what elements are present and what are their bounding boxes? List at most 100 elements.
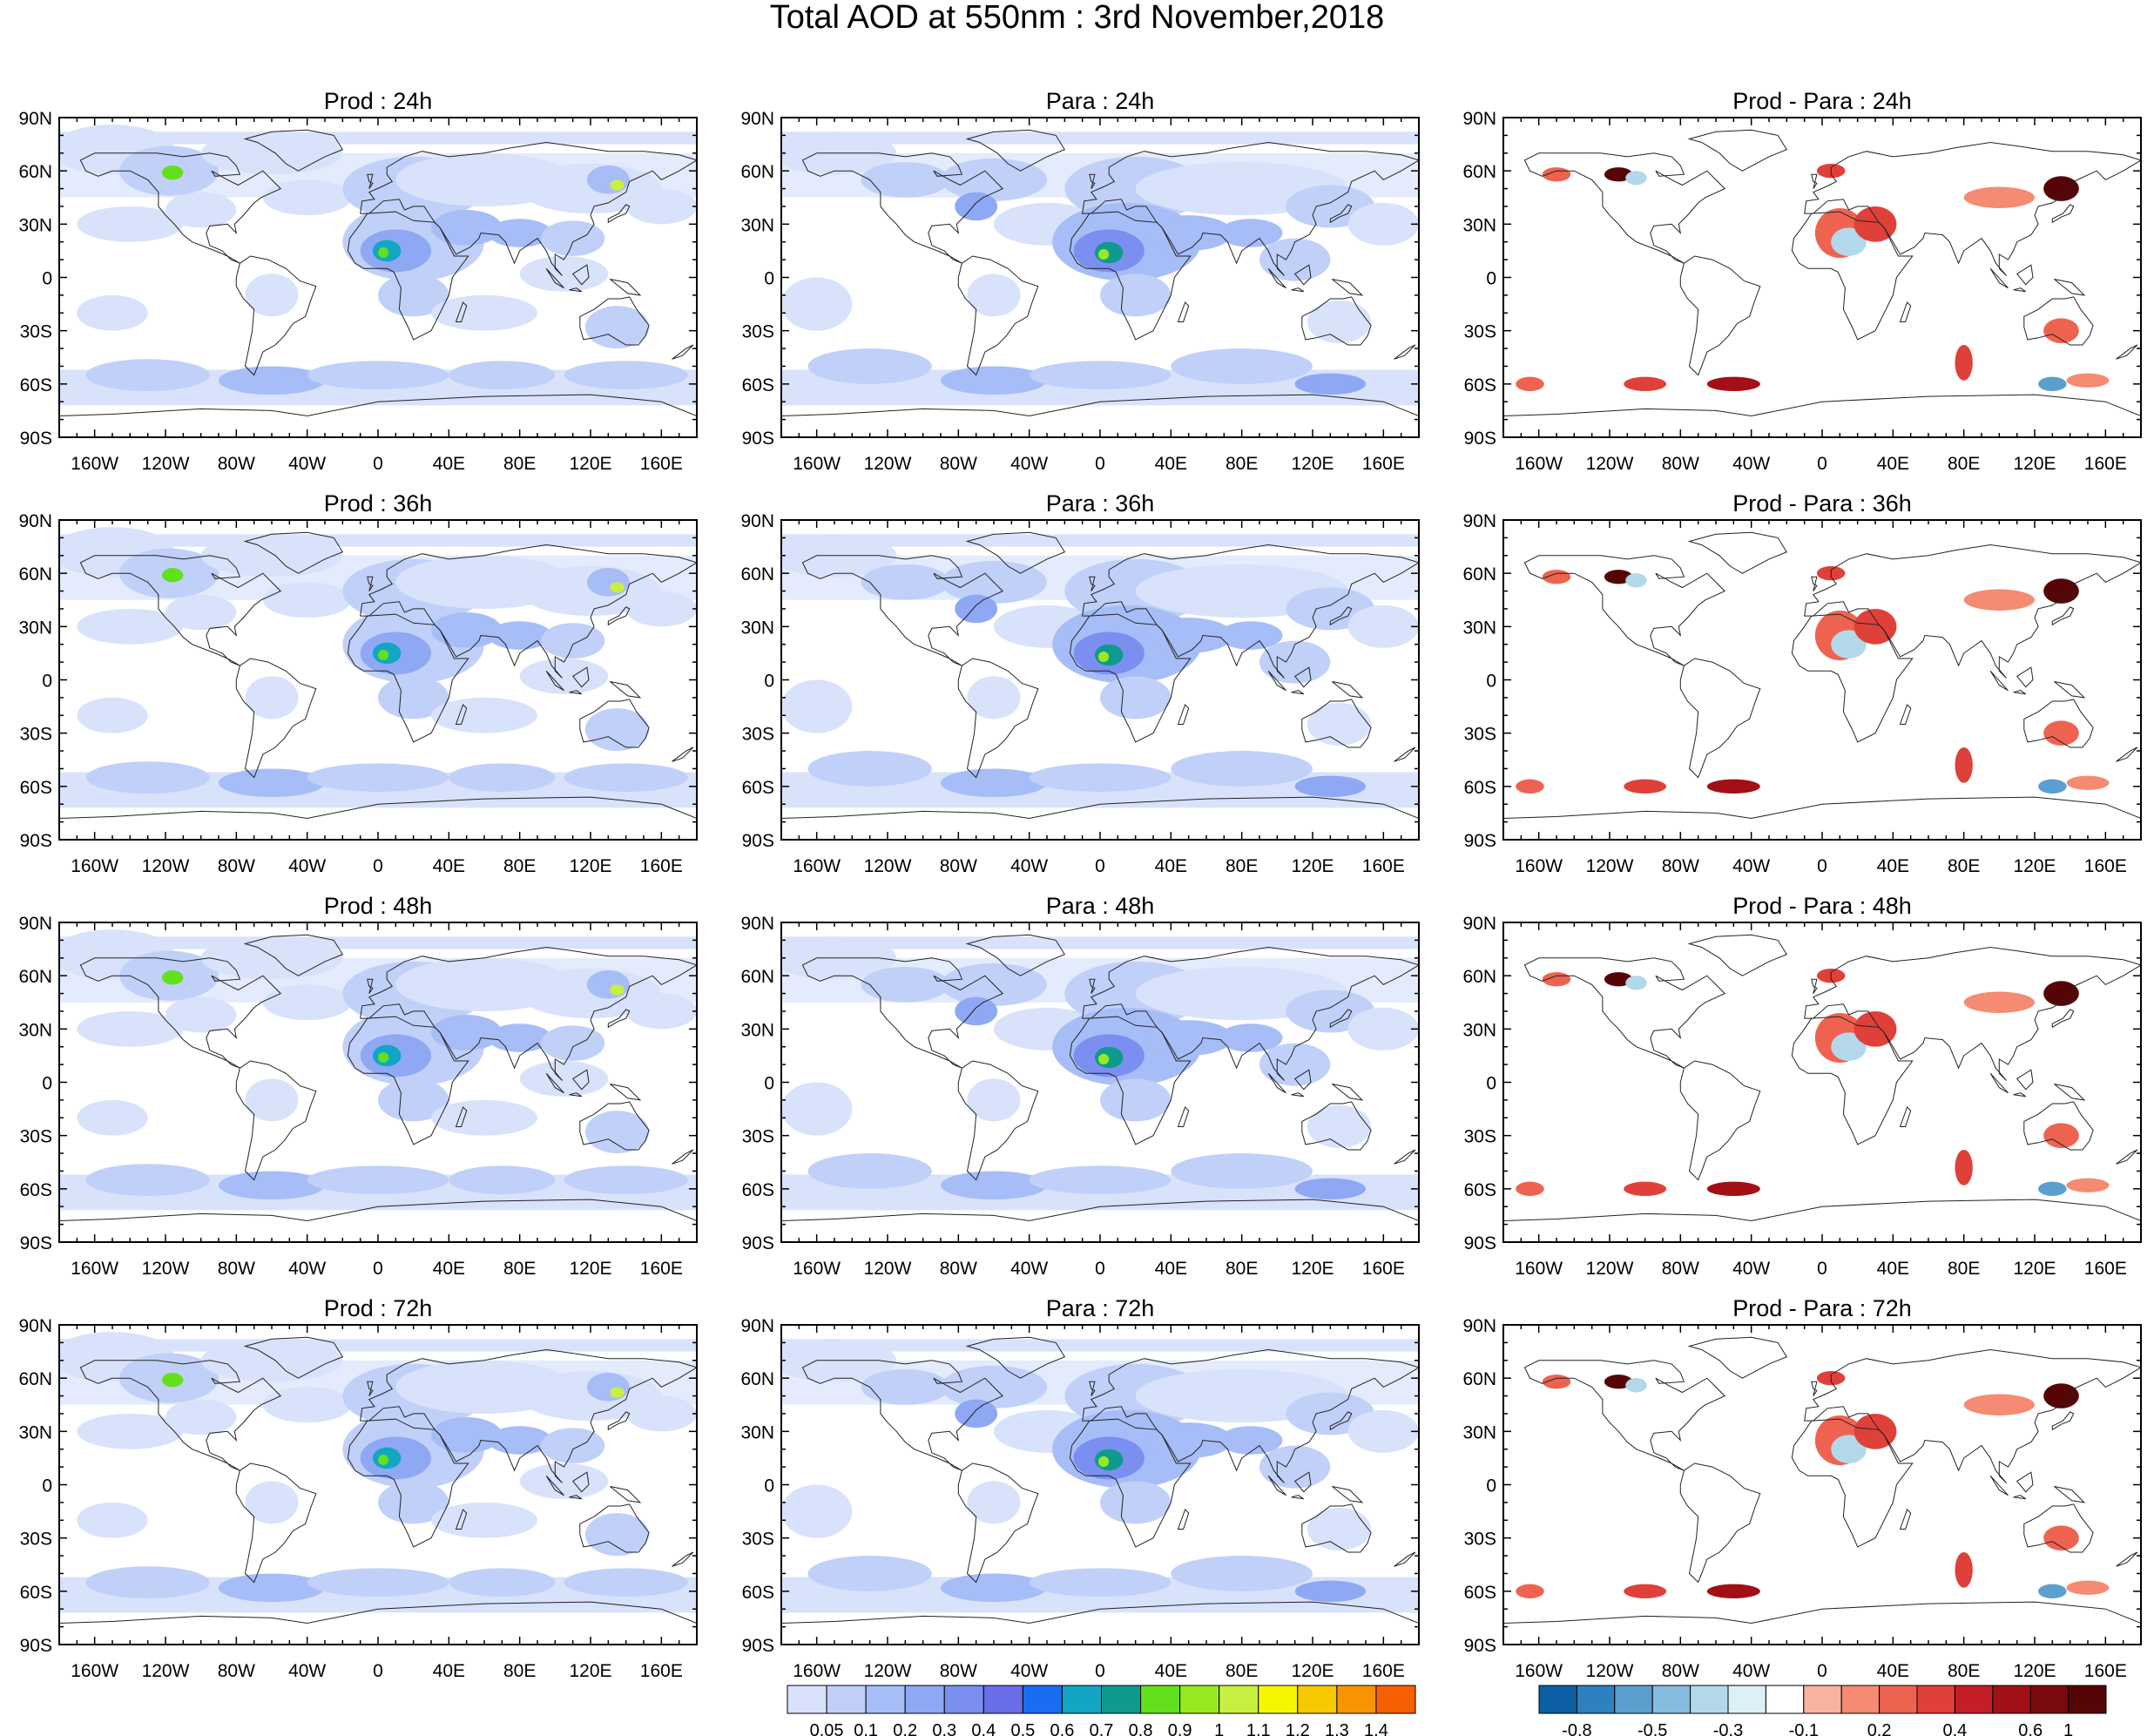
- aod-blob: [1955, 1149, 1973, 1185]
- lat-label: 30N: [18, 215, 52, 235]
- aod-blob: [262, 1387, 352, 1423]
- lat-label: 30S: [20, 322, 52, 342]
- aod-blob: [807, 348, 932, 384]
- aod-blob: [1963, 1394, 2035, 1415]
- aod-blob: [955, 192, 998, 221]
- aod-blob: [161, 568, 184, 583]
- lon-label: 80W: [218, 856, 255, 876]
- lon-label: 80W: [1662, 1259, 1699, 1279]
- lat-label: 60S: [1464, 1583, 1496, 1603]
- colorbar-label: 0.1: [854, 1721, 878, 1736]
- lat-label: 30S: [1464, 1530, 1496, 1550]
- lon-label: 40E: [433, 1259, 465, 1279]
- lon-label: 80E: [1226, 856, 1258, 876]
- aod-blob: [1854, 1413, 1897, 1449]
- lon-label: 0: [1817, 1661, 1827, 1681]
- lat-label: 30N: [740, 1422, 774, 1442]
- aod-blob: [541, 1025, 605, 1062]
- aod-blob: [625, 591, 697, 627]
- aod-blob: [1831, 1435, 1867, 1464]
- colorbar-label: 1: [1214, 1721, 1224, 1736]
- panel-title: Prod : 48h: [324, 893, 433, 919]
- lat-label: 90S: [1464, 1233, 1496, 1253]
- lon-label: 80W: [1662, 856, 1699, 876]
- aod-blob: [519, 256, 609, 292]
- lat-label: 60N: [1462, 564, 1496, 584]
- lat-label: 90N: [1462, 1316, 1496, 1336]
- lon-label: 120E: [569, 454, 611, 474]
- lon-label: 160W: [793, 454, 841, 474]
- aod-blob: [1963, 589, 2035, 611]
- lon-label: 80E: [503, 856, 536, 876]
- aod-blob: [584, 708, 650, 752]
- aod-blob: [1029, 1568, 1172, 1597]
- aod-blob: [955, 996, 998, 1026]
- lon-label: 120W: [864, 856, 912, 876]
- aod-blob: [564, 763, 688, 792]
- map-panel-prod-36h: 90N 60N 30N 0 30S 60S 90S 160W 120W 80W 40W 0 40E 80E…: [18, 490, 698, 876]
- lat-label: 30S: [20, 1530, 52, 1550]
- colorbar-label: 1.3: [1325, 1721, 1349, 1736]
- panel-title: Prod - Para : 24h: [1732, 88, 1912, 114]
- aod-blob: [161, 970, 184, 985]
- lon-label: 120E: [2013, 856, 2056, 876]
- lat-label: 90N: [740, 914, 774, 934]
- lat-label: 60N: [740, 967, 774, 987]
- lon-label: 120E: [1291, 1661, 1334, 1681]
- lat-label: 90N: [1462, 914, 1496, 934]
- aod-blob: [2043, 1525, 2079, 1550]
- aod-blob: [1307, 301, 1372, 343]
- aod-blob: [1347, 1409, 1419, 1453]
- aod-blob: [967, 1078, 1021, 1122]
- lat-label: 30N: [740, 215, 774, 235]
- lon-label: 160W: [71, 1661, 118, 1681]
- lat-label: 60S: [742, 778, 774, 798]
- panel-title: Prod - Para : 48h: [1732, 893, 1912, 919]
- aod-blob: [941, 1171, 1047, 1200]
- aod-blob: [1171, 751, 1313, 787]
- coastlines: [1503, 531, 2141, 820]
- aod-blob: [77, 1413, 184, 1449]
- aod-blob: [262, 582, 352, 618]
- aod-blob: [1955, 344, 1973, 381]
- lon-label: 0: [1095, 856, 1105, 876]
- map-panel-diff-24h: 90N 60N 30N 0 30S 60S 90S 160W 120W 80W 40W 0 40E 80E…: [1462, 88, 2142, 474]
- lat-label: 30S: [1464, 1127, 1496, 1147]
- antarctic-coast: [59, 1199, 697, 1222]
- lat-label: 60N: [1462, 967, 1496, 987]
- lon-label: 0: [373, 856, 383, 876]
- aod-blob: [564, 1568, 688, 1597]
- aod-blob: [2043, 1123, 2079, 1148]
- aod-blob: [541, 220, 605, 257]
- aod-field: [59, 520, 697, 840]
- aod-field: [59, 1325, 697, 1645]
- aod-blob: [85, 1566, 210, 1598]
- lon-label: 40E: [1877, 454, 1909, 474]
- aod-blob: [77, 206, 184, 242]
- aod-blob: [2038, 779, 2067, 794]
- lat-label: 60N: [1462, 162, 1496, 182]
- lat-label: 60N: [18, 564, 52, 584]
- lon-label: 40E: [1877, 1661, 1909, 1681]
- aod-blob: [431, 1502, 537, 1538]
- colorbar-label: -0.8: [1562, 1721, 1591, 1736]
- lon-label: 0: [373, 454, 383, 474]
- aod-blob: [1604, 570, 1633, 584]
- aod-blob: [245, 1481, 299, 1524]
- lon-label: 80E: [1226, 1259, 1258, 1279]
- aod-blob: [449, 1165, 556, 1194]
- lat-label: 30N: [740, 618, 774, 638]
- lat-label: 0: [764, 269, 774, 289]
- aod-blob: [1029, 361, 1172, 389]
- lon-label: 120E: [569, 1661, 611, 1681]
- lon-label: 160W: [71, 1259, 118, 1279]
- aod-blob: [1219, 1426, 1283, 1455]
- aod-blob: [1854, 206, 1897, 242]
- lon-label: 80W: [940, 856, 977, 876]
- lon-label: 120W: [1586, 1661, 1634, 1681]
- aod-blob: [1259, 1445, 1331, 1489]
- lat-label: 60N: [740, 162, 774, 182]
- lat-label: 30S: [1464, 322, 1496, 342]
- figure-title: Total AOD at 550nm : 3rd November,2018: [769, 0, 1385, 36]
